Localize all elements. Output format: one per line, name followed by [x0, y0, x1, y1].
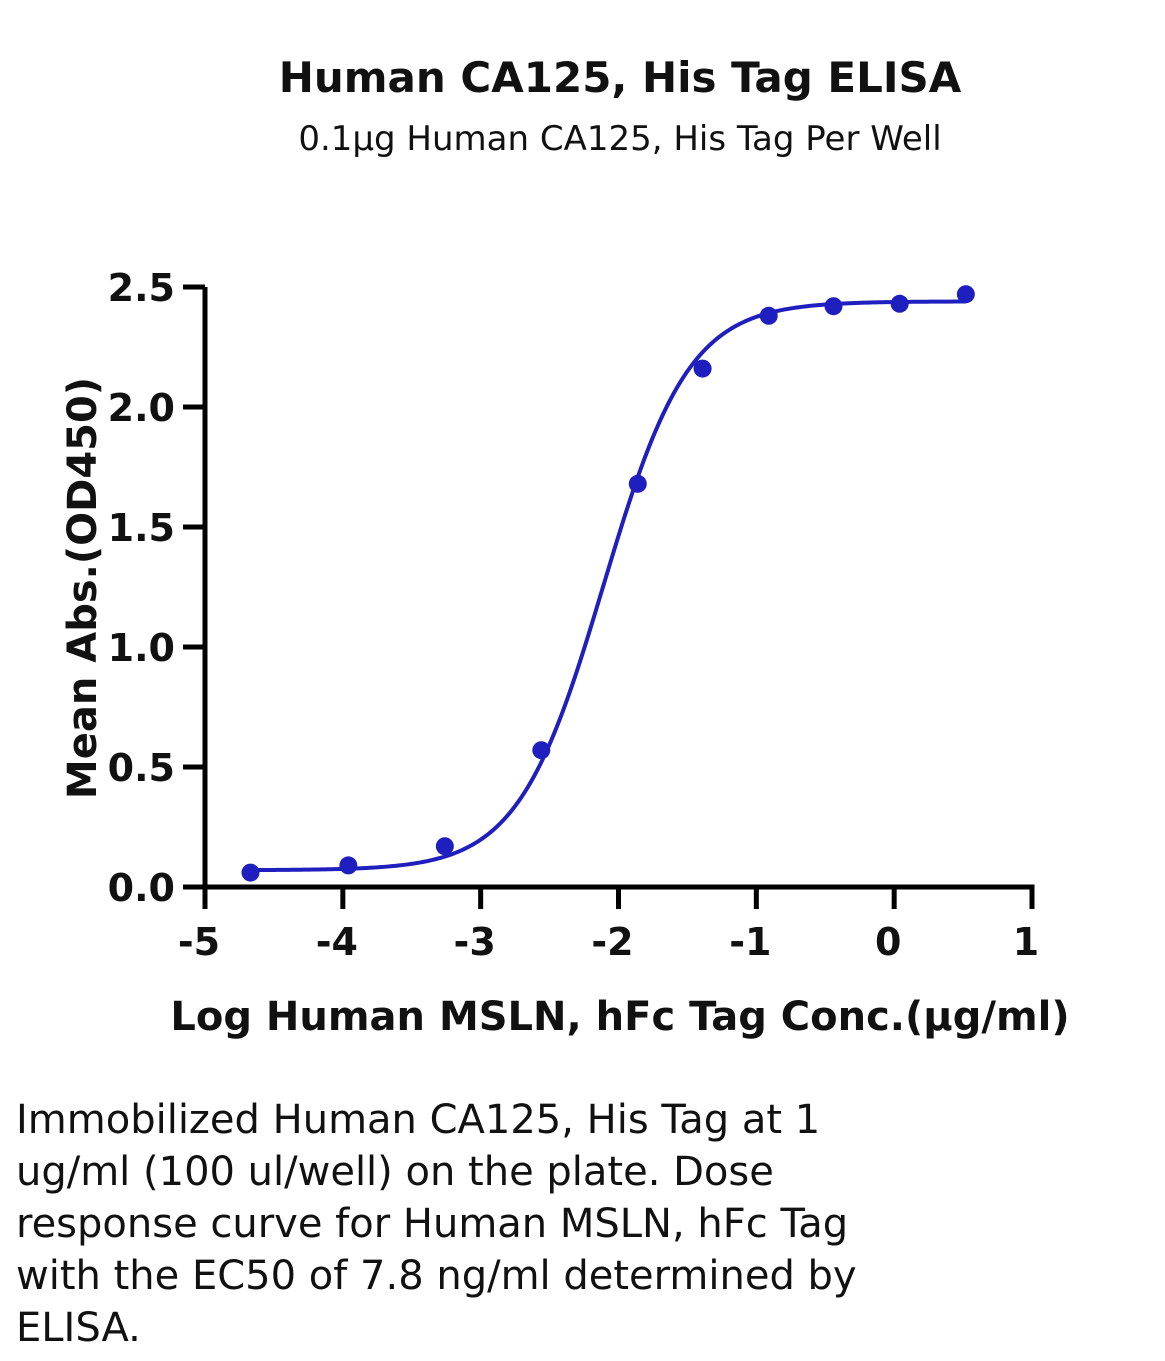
y-tick-label: 0.5 [108, 746, 175, 790]
caption-line: with the EC50 of 7.8 ng/ml determined by [16, 1253, 857, 1299]
x-tick-label: -5 [178, 920, 220, 964]
data-point [339, 856, 358, 875]
caption-line: ug/ml (100 ul/well) on the plate. Dose [16, 1149, 774, 1195]
y-tick-label: 2.0 [108, 386, 175, 430]
x-tick-label: -4 [316, 920, 358, 964]
x-tick-label: 0 [875, 920, 901, 964]
data-point [435, 837, 454, 856]
figure-caption: Immobilized Human CA125, His Tag at 1 ug… [16, 1094, 916, 1354]
data-point [759, 306, 778, 325]
data-point [628, 474, 647, 493]
y-tick-label: 1.0 [108, 626, 175, 670]
caption-line: ELISA. [16, 1305, 141, 1351]
caption-line: Immobilized Human CA125, His Tag at 1 [16, 1097, 821, 1143]
axes [183, 284, 1035, 909]
y-tick-label: 0.0 [108, 866, 175, 910]
data-point [890, 294, 909, 313]
elisa-chart: Human CA125, His Tag ELISA 0.1µg Human C… [60, 53, 1070, 1040]
caption-line: response curve for Human MSLN, hFc Tag [16, 1201, 849, 1247]
data-point [241, 863, 260, 882]
x-axis-label: Log Human MSLN, hFc Tag Conc.(µg/ml) [170, 994, 1069, 1040]
y-tick-label: 2.5 [108, 266, 175, 310]
chart-subtitle: 0.1µg Human CA125, His Tag Per Well [298, 119, 941, 159]
y-tick-label: 1.5 [108, 506, 175, 550]
data-point [532, 741, 551, 760]
x-tick-label: -3 [454, 920, 496, 964]
x-tick-label: 1 [1013, 920, 1039, 964]
data-points [241, 285, 975, 882]
data-point [693, 359, 712, 378]
chart-title: Human CA125, His Tag ELISA [279, 53, 962, 102]
x-tick-label: -1 [729, 920, 771, 964]
data-point [824, 297, 843, 316]
fit-curve [250, 299, 966, 873]
tick-labels: 0.0 0.5 1.0 1.5 2.0 2.5 -5 -4 -3 -2 -1 0 1 [108, 266, 1040, 964]
y-axis-label: Mean Abs.(OD450) [60, 377, 106, 799]
x-tick-label: -2 [591, 920, 633, 964]
data-point [956, 285, 975, 304]
